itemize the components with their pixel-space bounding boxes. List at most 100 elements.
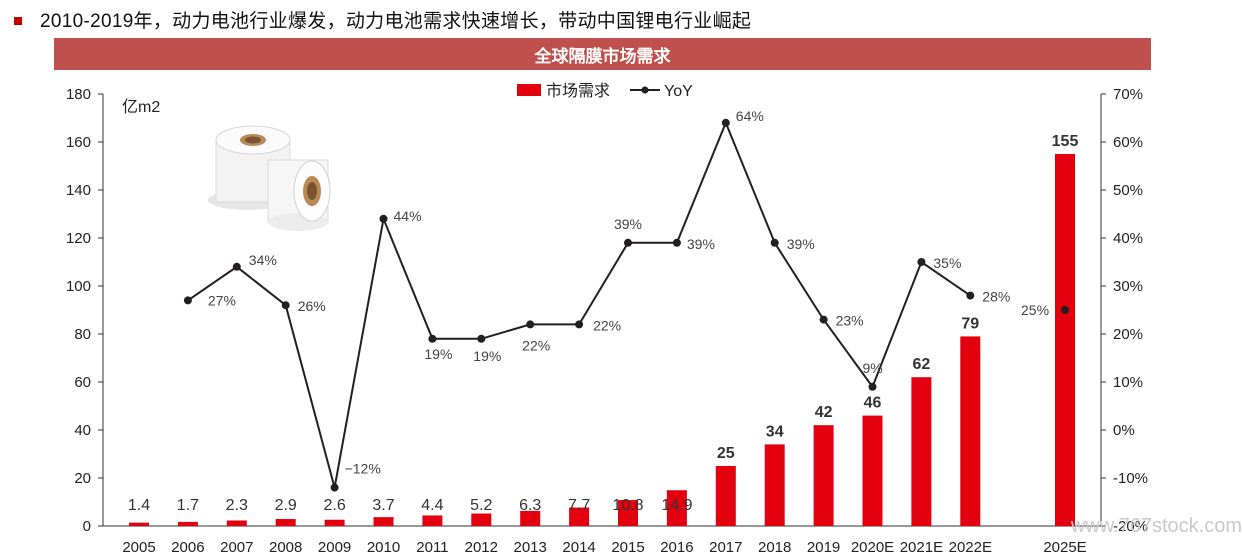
y-tick-label: 0: [83, 518, 91, 535]
yoy-data-label: 9%: [863, 360, 883, 376]
legend-line-label: YoY: [664, 83, 693, 100]
y-tick-label: 40: [74, 422, 91, 439]
chart-title: 全球隔膜市场需求: [54, 38, 1151, 70]
y-tick-label: 60: [74, 374, 91, 391]
bar-data-label: 62: [913, 356, 931, 373]
bar-data-label: 3.7: [372, 497, 394, 514]
bar: [422, 515, 443, 526]
bar: [129, 522, 149, 526]
yoy-point: [1061, 306, 1069, 314]
yoy-data-label: 28%: [982, 289, 1010, 305]
x-tick-label: 2006: [171, 539, 204, 556]
header-text: 2010-2019年，动力电池行业爆发，动力电池需求快速增长，带动中国锂电行业崛…: [40, 11, 752, 32]
x-tick-label: 2022E: [949, 539, 992, 556]
bar-data-label: 1.4: [128, 497, 150, 514]
y2-tick-label: 10%: [1113, 374, 1143, 391]
x-tick-label: 2010: [367, 539, 400, 556]
y-tick-label: 120: [66, 230, 91, 247]
bar: [764, 444, 785, 526]
yoy-point: [868, 382, 877, 391]
x-tick-label: 2021E: [900, 539, 943, 556]
yoy-data-label: 64%: [736, 108, 764, 124]
x-tick-label: 2013: [514, 539, 547, 556]
y2-tick-label: 20%: [1113, 326, 1143, 343]
bar-data-label: 5.2: [470, 497, 492, 514]
bar-data-label: 25: [717, 445, 735, 462]
legend-bar-swatch: [517, 84, 541, 96]
yoy-point: [281, 301, 290, 310]
x-tick-label: 2017: [709, 539, 742, 556]
yoy-point: [917, 258, 926, 266]
bar-data-label: 14.9: [661, 497, 692, 514]
x-tick-label: 2019: [807, 539, 840, 556]
yoy-data-label: 22%: [522, 337, 550, 353]
yoy-point: [819, 315, 828, 324]
y2-tick-label: 0%: [1113, 422, 1135, 439]
bar-data-label: 155: [1052, 133, 1079, 150]
y-axis-label: 亿m2: [122, 98, 160, 116]
yoy-data-label: −12%: [345, 461, 381, 477]
bar: [960, 336, 981, 526]
bar: [177, 521, 198, 526]
bar: [275, 519, 296, 526]
y-tick-label: 180: [66, 86, 91, 103]
bar: [715, 466, 736, 526]
bar-data-label: 4.4: [421, 497, 443, 514]
yoy-data-label: 27%: [208, 292, 236, 308]
y-tick-label: 100: [66, 278, 91, 295]
yoy-data-label: 25%: [1021, 302, 1049, 318]
yoy-point: [379, 214, 388, 223]
x-tick-label: 2005: [122, 539, 155, 556]
yoy-data-label: 34%: [249, 252, 277, 268]
yoy-data-label: 44%: [394, 208, 422, 224]
bar: [1055, 154, 1075, 526]
yoy-point: [672, 238, 681, 247]
bar-series: 1.4 1.7 2.3 2.9 2.6 3.7 4.4 5.2 6.3 7.7 10.8 14.9 25…: [128, 133, 1079, 526]
y-tick-label: 80: [74, 326, 91, 343]
header-line: 2010-2019年，动力电池行业爆发，动力电池需求快速增长，带动中国锂电行业崛…: [14, 6, 751, 33]
legend: 市场需求 YoY: [517, 82, 693, 100]
yoy-point: [330, 483, 339, 492]
yoy-point: [575, 320, 584, 329]
y-tick-label: 20: [74, 470, 91, 487]
bar-data-label: 2.3: [226, 497, 248, 514]
bar-data-label: 7.7: [568, 497, 590, 514]
bar: [226, 520, 247, 526]
y2-tick-label: 70%: [1113, 86, 1143, 103]
x-tick-label: 2015: [611, 539, 644, 556]
bar: [813, 425, 834, 526]
y2-tick-label: 60%: [1113, 134, 1143, 151]
x-tick-label: 2008: [269, 539, 302, 556]
yoy-data-label: 39%: [687, 236, 715, 252]
yoy-data-label: 22%: [593, 317, 621, 333]
bar: [666, 490, 687, 526]
x-tick-label: 2016: [660, 539, 693, 556]
x-tick-label: 2020E: [851, 539, 894, 556]
bar-data-label: 2.9: [275, 497, 297, 514]
yoy-point: [183, 296, 192, 305]
x-tick-label: 2007: [220, 539, 253, 556]
x-tick-label: 2025E: [1043, 539, 1086, 556]
bar-data-label: 34: [766, 423, 784, 440]
bar-data-label: 2.6: [323, 497, 345, 514]
yoy-data-label: 39%: [787, 236, 815, 252]
yoy-point: [428, 334, 437, 343]
watermark: www.767stock.com: [1070, 515, 1242, 537]
bar: [324, 519, 345, 526]
yoy-data-label: 19%: [473, 348, 501, 364]
yoy-point: [232, 262, 241, 271]
yoy-point: [770, 238, 779, 247]
yoy-point: [477, 334, 486, 343]
y-tick-label: 160: [66, 134, 91, 151]
y-tick-label: 140: [66, 182, 91, 199]
y2-tick-label: 40%: [1113, 230, 1143, 247]
bar-data-label: 42: [815, 404, 833, 421]
x-tick-label: 2009: [318, 539, 351, 556]
separator-film-rolls-image: [208, 125, 331, 231]
legend-bar-label: 市场需求: [546, 82, 610, 100]
yoy-data-label: 39%: [614, 216, 642, 232]
bullet-marker: [14, 16, 22, 25]
bar-data-label: 1.7: [177, 497, 199, 514]
bar-data-label: 6.3: [519, 497, 541, 514]
